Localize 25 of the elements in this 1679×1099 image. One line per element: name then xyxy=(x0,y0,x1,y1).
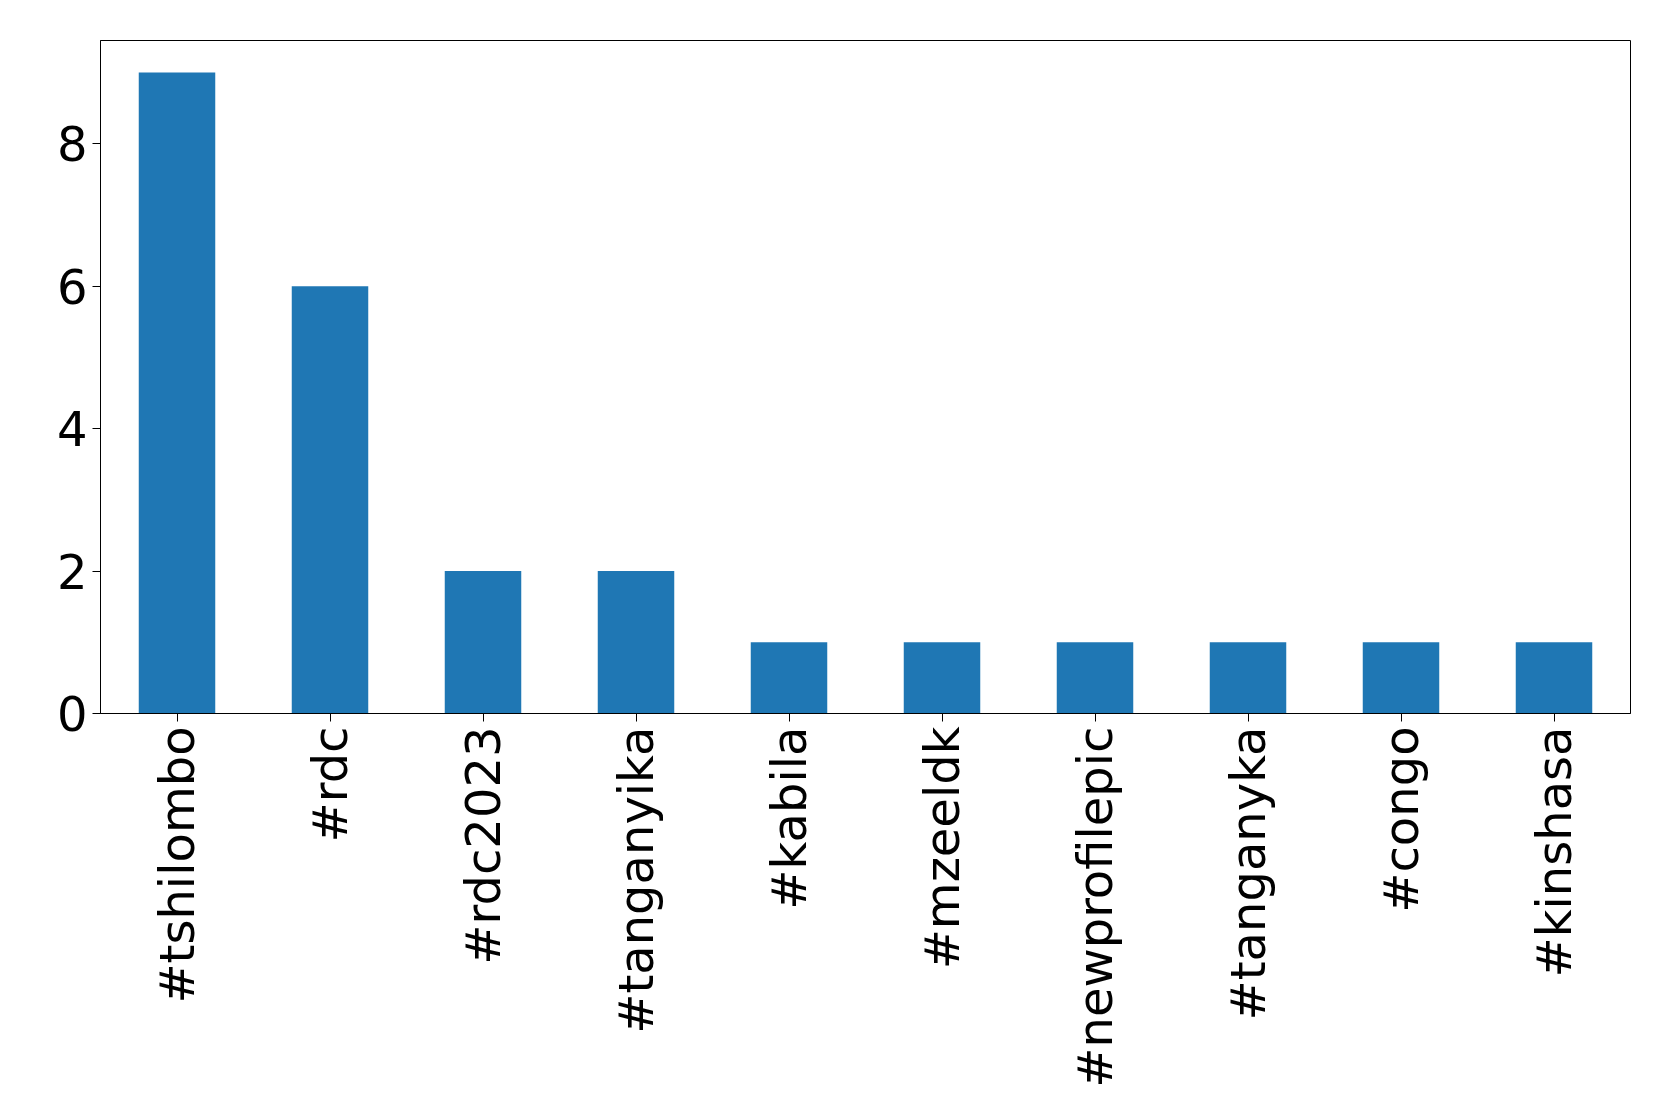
y-tick-label: 8 xyxy=(56,116,88,173)
bar xyxy=(1515,642,1593,714)
x-tick-label: #newprofilepic xyxy=(1067,726,1123,1088)
x-tick-label: #mzeeldk xyxy=(914,726,970,970)
y-tick-label: 2 xyxy=(56,543,88,600)
x-tick-label: #congo xyxy=(1373,726,1429,913)
bar xyxy=(1056,642,1134,714)
bar xyxy=(138,72,216,714)
x-tick-label: #tanganyika xyxy=(608,726,664,1034)
bar xyxy=(1209,642,1287,714)
x-tick-label: #kabila xyxy=(761,726,817,910)
bar xyxy=(903,642,981,714)
x-tick-label: #tanganyka xyxy=(1220,726,1276,1021)
bar xyxy=(291,286,369,714)
bar xyxy=(444,571,522,714)
x-tick-label: #rdc xyxy=(302,726,358,843)
x-tick-label: #kinshasa xyxy=(1526,726,1582,978)
y-tick-label: 4 xyxy=(56,401,88,458)
x-tick-label: #rdc2023 xyxy=(455,726,511,965)
bar xyxy=(750,642,828,714)
y-tick-label: 6 xyxy=(56,258,88,315)
y-tick-label: 0 xyxy=(56,686,88,742)
x-tick-label: #tshilombo xyxy=(149,726,205,1004)
bar xyxy=(1362,642,1440,714)
bar xyxy=(597,571,675,714)
